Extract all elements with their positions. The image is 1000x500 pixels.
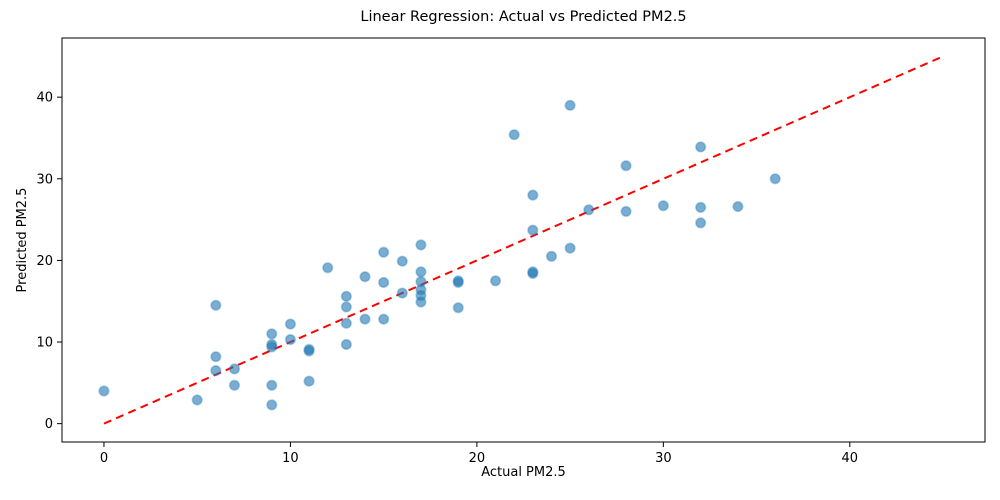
scatter-point <box>378 246 390 258</box>
scatter-point <box>266 328 278 340</box>
scatter-point <box>415 239 427 251</box>
scatter-point <box>228 379 241 391</box>
scatter-point <box>303 375 315 387</box>
y-tick-label: 20 <box>36 254 53 269</box>
scatter-point <box>284 333 297 346</box>
scatter-point <box>340 301 352 313</box>
scatter-point <box>359 313 371 325</box>
scatter-point <box>527 267 539 280</box>
x-tick-label: 20 <box>469 451 486 466</box>
scatter-point <box>98 385 110 397</box>
y-axis-title: Predicted PM2.5 <box>15 187 30 293</box>
scatter-point <box>396 287 408 299</box>
scatter-point <box>564 242 576 254</box>
scatter-point <box>620 160 632 172</box>
scatter-point <box>489 275 502 287</box>
scatter-point <box>695 201 707 213</box>
scatter-point <box>303 345 315 357</box>
scatter-point <box>620 205 632 218</box>
scatter-point <box>415 266 427 278</box>
scatter-point <box>284 318 297 330</box>
scatter-point <box>564 99 576 111</box>
scatter-point <box>695 217 707 229</box>
y-tick-label: 0 <box>45 417 53 432</box>
y-tick-label: 40 <box>36 91 53 106</box>
scatter-point <box>527 224 539 236</box>
x-tick-label: 0 <box>100 451 108 466</box>
scatter-point <box>657 200 669 212</box>
x-tick-label: 40 <box>842 451 859 466</box>
scatter-point <box>340 338 352 351</box>
scatter-point <box>583 204 595 216</box>
x-tick-label: 30 <box>655 451 672 466</box>
y-equals-x-reference-line <box>103 55 944 425</box>
scatter-point <box>378 276 390 289</box>
scatter-point <box>266 341 278 353</box>
scatter-point <box>508 129 520 141</box>
scatter-point <box>732 200 744 213</box>
scatter-point <box>378 313 390 325</box>
scatter-point <box>191 394 203 406</box>
scatter-point <box>452 276 464 289</box>
x-tick-label: 10 <box>282 451 299 466</box>
scatter-point <box>228 363 241 375</box>
scatter-point <box>210 299 222 311</box>
scatter-point <box>452 302 464 314</box>
scatter-point <box>340 317 352 329</box>
scatter-point <box>266 379 278 391</box>
scatter-point <box>527 189 539 201</box>
scatter-point <box>415 296 427 308</box>
scatter-point <box>769 173 781 185</box>
scatter-point <box>396 255 408 267</box>
y-tick-label: 30 <box>36 172 53 187</box>
x-axis-title: Actual PM2.5 <box>481 465 566 480</box>
y-tick-label: 10 <box>36 336 53 351</box>
chart-title: Linear Regression: Actual vs Predicted P… <box>360 9 687 25</box>
scatter-point <box>695 141 707 153</box>
scatter-point <box>340 290 352 302</box>
scatter-point <box>545 250 558 262</box>
scatter-point <box>266 399 278 411</box>
scatter-point <box>210 364 222 377</box>
scatter-point <box>210 351 222 363</box>
scatter-point <box>322 262 334 274</box>
scatter-point <box>359 271 371 283</box>
